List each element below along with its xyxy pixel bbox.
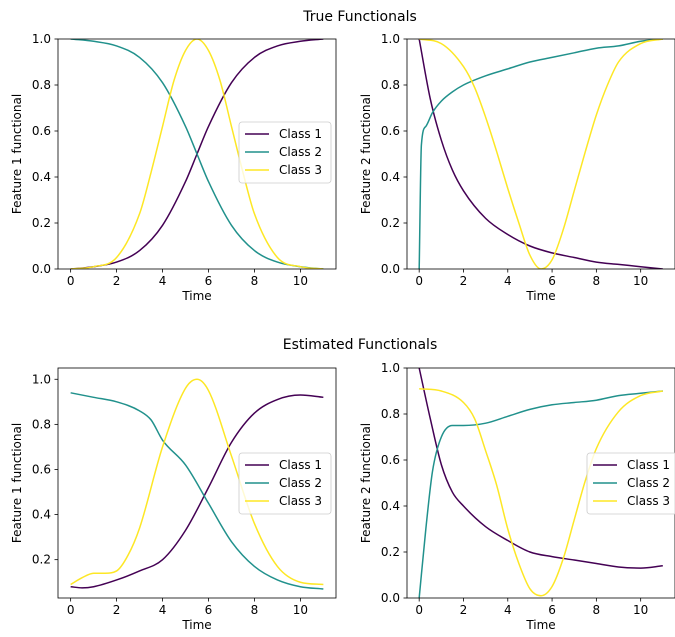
- y-tick-label: 1.0: [32, 32, 51, 46]
- line-class-3: [70, 378, 324, 586]
- y-tick-label: 0.8: [32, 417, 51, 431]
- subplot-1: 0 2 4 6 8 10 0.0 0.2 0.4 0.6 0.8 1.0 Time Feature 1 f…: [10, 32, 337, 303]
- x-tick-label: 10: [293, 603, 308, 617]
- subplots: 0 2 4 6 8 10 0.0 0.2 0.4 0.6 0.8 1.0 Time Feature 1 f…: [10, 32, 675, 632]
- legend-entry: Class 2: [627, 476, 670, 490]
- line-class-2: [70, 39, 324, 269]
- line-class-2: [418, 390, 663, 598]
- legend: Class 1 Class 2 Class 3: [586, 452, 675, 515]
- legend-entry: Class 1: [279, 458, 322, 472]
- y-tick-label: 1.0: [381, 32, 400, 46]
- x-tick-label: 4: [159, 603, 167, 617]
- legend-entry: Class 3: [279, 494, 322, 508]
- y-tick-label: 0.8: [32, 78, 51, 92]
- line-class-1: [418, 368, 663, 569]
- line-class-1: [70, 394, 324, 589]
- x-tick-label: 6: [548, 603, 556, 617]
- x-tick-label: 8: [593, 274, 601, 288]
- y-axis-label: Feature 2 functional: [359, 94, 373, 214]
- y-tick-label: 0.2: [32, 553, 51, 567]
- series-lines: [418, 368, 663, 598]
- x-tick-label: 10: [293, 274, 308, 288]
- legend-entry: Class 3: [627, 494, 670, 508]
- y-tick-label: 0.6: [32, 462, 51, 476]
- y-tick-label: 1.0: [32, 372, 51, 386]
- y-tick-label: 0.0: [381, 591, 400, 605]
- x-tick-label: 6: [205, 603, 213, 617]
- legend-box: [238, 452, 332, 515]
- y-tick-label: 0.6: [32, 124, 51, 138]
- x-tick-label: 2: [460, 603, 468, 617]
- line-class-2: [70, 392, 324, 590]
- y-tick-label: 0.2: [381, 216, 400, 230]
- y-axis-label: Feature 2 functional: [359, 423, 373, 543]
- x-tick-label: 8: [251, 274, 259, 288]
- y-tick-label: 0.6: [381, 124, 400, 138]
- line-class-1: [418, 39, 663, 269]
- x-tick-label: 0: [415, 274, 423, 288]
- y-tick-label: 0.0: [381, 262, 400, 276]
- x-tick-label: 10: [633, 603, 648, 617]
- subplot-4: 0 2 4 6 8 10 0.0 0.2 0.4 0.6 0.8 1.0 Time Feature 2 f…: [359, 361, 675, 632]
- x-tick-label: 6: [548, 274, 556, 288]
- y-tick-label: 0.6: [381, 453, 400, 467]
- y-tick-label: 0.2: [32, 216, 51, 230]
- top-suptitle: True Functionals: [302, 9, 417, 25]
- axes-frame: [57, 367, 337, 599]
- y-tick-label: 0.0: [32, 262, 51, 276]
- y-tick-label: 0.4: [32, 508, 51, 522]
- axes-frame: [406, 367, 675, 599]
- subplot-2: 0 2 4 6 8 10 0.0 0.2 0.4 0.6 0.8 1.0 Time Feature 2 f…: [359, 32, 675, 303]
- x-tick-label: 2: [113, 274, 121, 288]
- x-tick-label: 0: [67, 603, 75, 617]
- x-tick-label: 4: [504, 603, 512, 617]
- x-tick-label: 0: [415, 603, 423, 617]
- line-class-3: [419, 387, 663, 597]
- legend-box: [586, 452, 675, 515]
- series-lines: [70, 378, 324, 590]
- series-lines: [418, 39, 663, 269]
- legend-entry: Class 3: [279, 163, 322, 177]
- legend-entry: Class 2: [279, 476, 322, 490]
- y-axis-label: Feature 1 functional: [10, 423, 24, 543]
- y-tick-label: 0.4: [381, 170, 400, 184]
- legend: Class 1 Class 2 Class 3: [238, 121, 332, 184]
- legend: Class 1 Class 2 Class 3: [238, 452, 332, 515]
- bottom-suptitle: Estimated Functionals: [283, 337, 438, 353]
- legend-entry: Class 1: [279, 127, 322, 141]
- legend-entry: Class 2: [279, 145, 322, 159]
- x-tick-label: 0: [67, 274, 75, 288]
- line-class-2: [418, 39, 663, 269]
- legend-entry: Class 1: [627, 458, 670, 472]
- axes-frame: [406, 38, 675, 270]
- line-class-3: [70, 39, 324, 269]
- x-axis-label: Time: [525, 289, 555, 303]
- x-tick-label: 4: [504, 274, 512, 288]
- x-tick-label: 6: [205, 274, 213, 288]
- x-axis-label: Time: [181, 618, 211, 632]
- series-lines: [70, 39, 324, 269]
- line-class-3: [419, 39, 663, 269]
- x-tick-label: 2: [460, 274, 468, 288]
- legend-box: [238, 121, 332, 184]
- y-tick-label: 0.8: [381, 407, 400, 421]
- y-tick-label: 0.4: [32, 170, 51, 184]
- y-tick-label: 0.2: [381, 545, 400, 559]
- x-tick-label: 4: [159, 274, 167, 288]
- x-tick-label: 8: [251, 603, 259, 617]
- x-axis-label: Time: [525, 618, 555, 632]
- y-tick-label: 1.0: [381, 361, 400, 375]
- y-tick-label: 0.4: [381, 499, 400, 513]
- y-tick-label: 0.8: [381, 78, 400, 92]
- x-axis-label: Time: [181, 289, 211, 303]
- x-tick-label: 8: [593, 603, 601, 617]
- subplot-3: 0 2 4 6 8 10 0.2 0.4 0.6 0.8 1.0 Time Feature 1 func…: [10, 367, 337, 632]
- axes-frame: [57, 38, 337, 270]
- y-axis-label: Feature 1 functional: [10, 94, 24, 214]
- x-tick-label: 2: [113, 603, 121, 617]
- x-tick-label: 10: [633, 274, 648, 288]
